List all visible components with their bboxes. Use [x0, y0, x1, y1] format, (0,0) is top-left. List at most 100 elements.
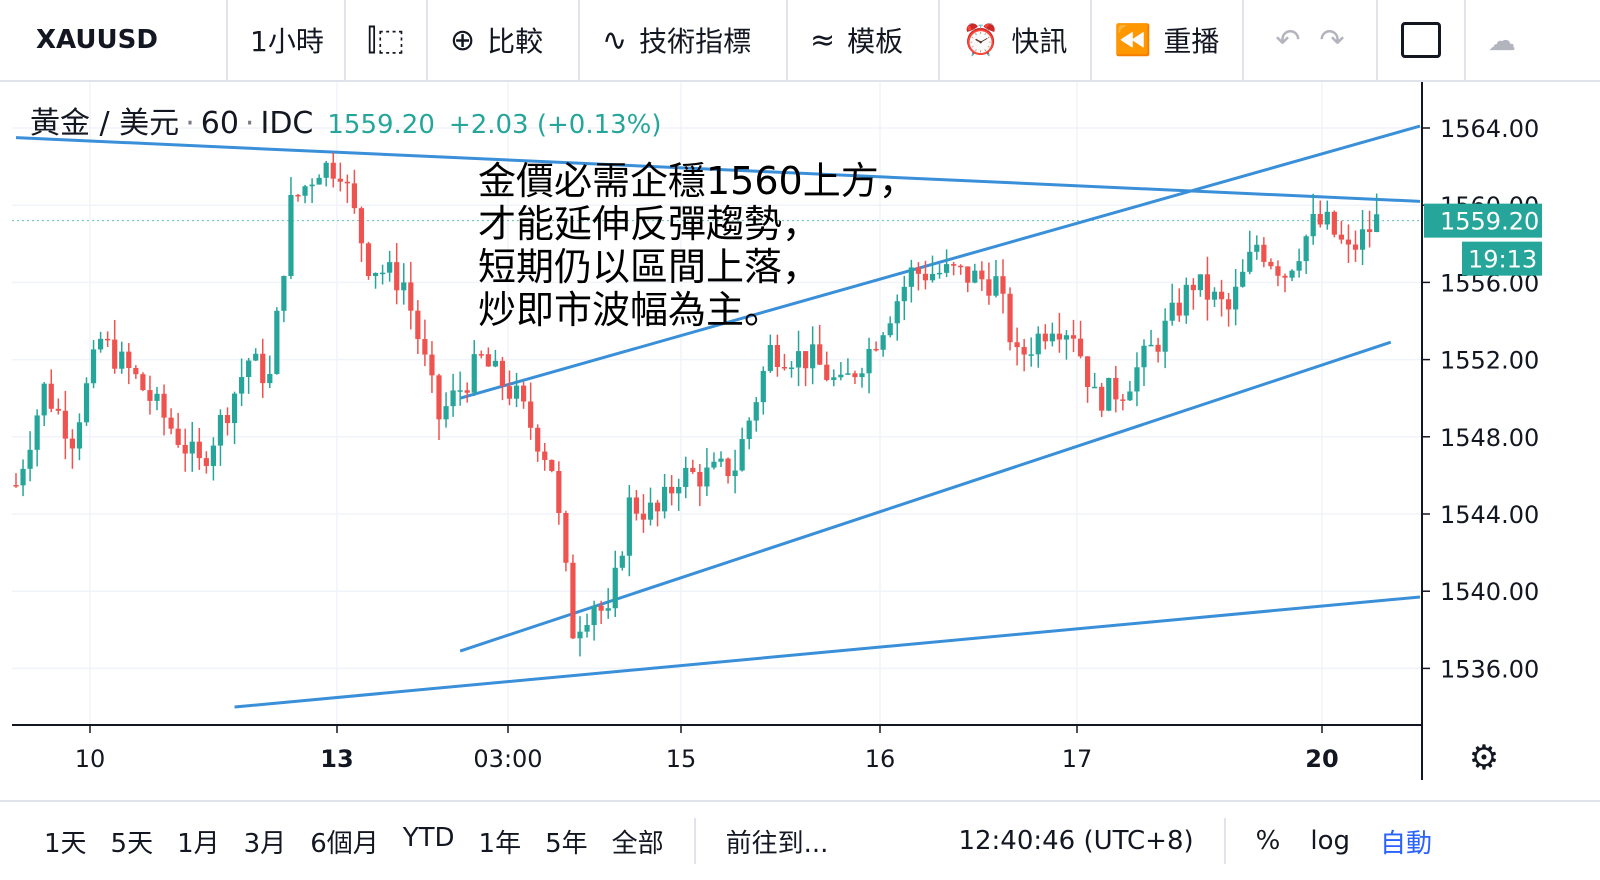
candle [1218, 279, 1225, 317]
candle-body [1338, 234, 1344, 240]
candle-body [803, 351, 809, 369]
candle-body [1063, 335, 1070, 340]
candle [1085, 356, 1091, 403]
price-tick-label: 1552.00 [1440, 347, 1539, 375]
candle [803, 351, 809, 387]
time-tick-label: 03:00 [473, 745, 542, 773]
candle-body [901, 286, 907, 302]
candle [838, 362, 844, 381]
candle [1141, 339, 1147, 387]
candle [584, 613, 590, 638]
candle [1289, 269, 1295, 282]
range-button[interactable]: 3月 [243, 828, 287, 859]
templates-button[interactable]: ≈ 模板 [788, 0, 940, 81]
candle [380, 264, 386, 285]
chart-grid [12, 82, 1422, 725]
time-tick-label: 10 [75, 745, 106, 773]
candle [182, 428, 188, 472]
candle-body [936, 272, 943, 275]
candle [1275, 260, 1281, 287]
candle [760, 366, 766, 415]
candle-body [1155, 344, 1161, 352]
candle-body [372, 273, 379, 276]
fullscreen-button[interactable] [1378, 0, 1466, 81]
candle-body [1042, 333, 1048, 342]
candle-body [168, 417, 174, 429]
candle [788, 361, 795, 378]
auto-scale-toggle[interactable]: 自動 [1380, 828, 1433, 859]
goto-button[interactable]: 前往到... [725, 828, 829, 859]
log-toggle[interactable]: log [1310, 826, 1350, 856]
candle-body [908, 267, 914, 287]
candle-body [732, 470, 738, 477]
candle [492, 349, 498, 368]
candle [1324, 200, 1330, 230]
candle-body [951, 264, 957, 266]
undo-icon[interactable]: ↶ [1275, 22, 1301, 58]
legend-source: IDC [260, 106, 314, 141]
candle-body [521, 385, 527, 402]
range-button[interactable]: 全部 [611, 828, 664, 859]
range-button[interactable]: 1天 [44, 828, 87, 859]
chart-legend: 黃金 / 美元 · 60 · IDC 1559.20 +2.03 (+0.13%) [30, 98, 662, 142]
candle [20, 459, 26, 497]
redo-icon[interactable]: ↷ [1319, 22, 1345, 58]
chart-type-button[interactable]: ⫿⬚ [346, 0, 428, 81]
clock-display[interactable]: 12:40:46 (UTC+8) [958, 826, 1194, 856]
interval-button[interactable]: 1小時 [228, 0, 346, 81]
range-button[interactable]: 1年 [478, 828, 522, 859]
compare-button[interactable]: ⊕ 比較 [428, 0, 580, 81]
candle-body [633, 497, 639, 514]
plus-circle-icon: ⊕ [450, 22, 476, 58]
candle-body [1352, 244, 1359, 250]
candle-body [718, 458, 724, 462]
candle-body [126, 351, 132, 369]
price-chart[interactable]: 1564.001560.001556.001552.001548.001544.… [0, 82, 1600, 800]
candle-body [246, 360, 252, 378]
gear-icon[interactable]: ⚙ [1469, 738, 1499, 778]
range-button[interactable]: 6個月 [310, 828, 379, 859]
percent-toggle[interactable]: % [1255, 826, 1281, 856]
candle-body [1169, 302, 1175, 321]
range-button[interactable]: YTD [402, 822, 455, 853]
candle-body [1113, 377, 1119, 400]
candle-body [1331, 211, 1337, 235]
chart-area[interactable]: 1564.001560.001556.001552.001548.001544.… [0, 82, 1600, 800]
candle-body [457, 390, 463, 392]
candle-body [513, 385, 520, 399]
candle [471, 340, 477, 397]
candle [704, 447, 710, 497]
candle-body [133, 368, 139, 375]
candle [1155, 337, 1161, 363]
candle [210, 437, 216, 481]
candle [140, 372, 146, 392]
candle [309, 178, 315, 204]
candle [401, 263, 407, 305]
candle-body [781, 366, 788, 369]
range-button[interactable]: 5天 [110, 828, 154, 859]
candle-body [351, 183, 357, 209]
candle-body [309, 184, 315, 187]
candle-body [1289, 270, 1295, 278]
candle-body [175, 428, 181, 445]
symbol-name: 黃金 / 美元 [30, 106, 180, 141]
alert-button[interactable]: ⏰ 快訊 [940, 0, 1092, 81]
trendline [459, 124, 1421, 400]
replay-button[interactable]: ⏪ 重播 [1092, 0, 1244, 81]
cloud-icon: ☁ [1488, 23, 1516, 57]
candle-body [408, 282, 414, 311]
candle [98, 331, 104, 353]
symbol-button[interactable]: XAUUSD [0, 0, 228, 81]
candle [563, 510, 569, 572]
candle-body [69, 438, 75, 449]
range-button[interactable]: 5年 [545, 828, 588, 859]
candle-body [774, 344, 780, 367]
cloud-save-button[interactable]: ☁ [1466, 0, 1530, 81]
indicators-button[interactable]: ∿ 技術指標 [580, 0, 788, 81]
candle [55, 398, 61, 415]
candle-body [739, 439, 745, 471]
candle-body [704, 467, 710, 487]
price-tick-label: 1548.00 [1440, 424, 1539, 452]
range-button[interactable]: 1月 [177, 828, 220, 859]
candle [112, 319, 118, 374]
